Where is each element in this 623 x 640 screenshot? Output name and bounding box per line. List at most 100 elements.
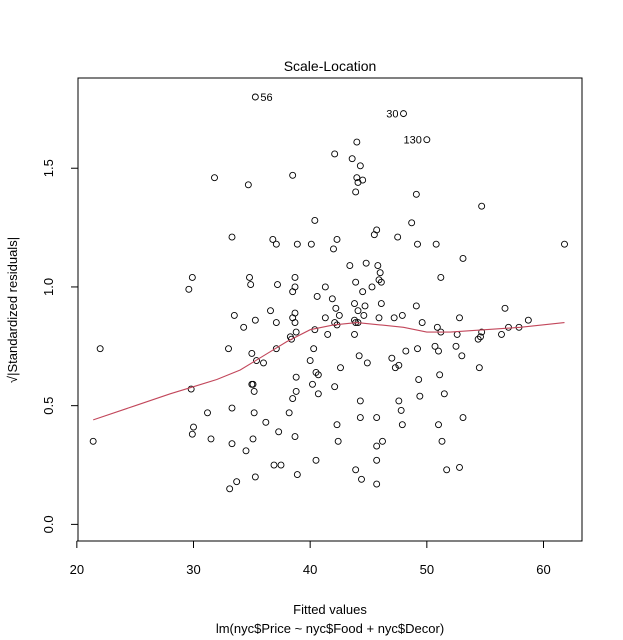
data-point (353, 174, 361, 182)
data-point (244, 181, 252, 189)
data-point (412, 190, 420, 198)
data-point (188, 273, 196, 281)
data-point (246, 273, 253, 281)
data-point (248, 349, 256, 357)
data-point (459, 414, 467, 421)
chart-title: Scale-Location (284, 58, 377, 74)
data-point (346, 262, 354, 270)
data-point (435, 347, 442, 355)
data-point (561, 240, 568, 248)
data-point (272, 319, 280, 327)
data-point (437, 273, 445, 281)
data-point (225, 345, 232, 353)
data-point (204, 409, 211, 417)
data-point (228, 233, 236, 241)
data-point (351, 300, 358, 308)
data-point (414, 240, 421, 248)
data-point (312, 456, 320, 464)
data-point (292, 387, 300, 395)
data-point (353, 138, 361, 146)
data-point (505, 323, 512, 331)
data-point (321, 314, 329, 322)
data-point (373, 442, 381, 450)
data-point (190, 423, 197, 431)
data-point (348, 155, 356, 163)
data-point (477, 333, 484, 341)
data-point (292, 373, 300, 381)
data-point (251, 316, 259, 324)
smooth-line-group (93, 322, 565, 421)
data-point (459, 255, 467, 262)
data-point (395, 361, 403, 369)
data-point (251, 93, 259, 101)
data-point (375, 314, 383, 322)
data-point (331, 319, 339, 327)
data-point (291, 433, 299, 440)
data-point (312, 368, 320, 376)
data-point (432, 240, 440, 248)
point-labels: 56 30 130 (260, 92, 422, 147)
plot-frame (77, 77, 583, 542)
data-point (324, 330, 332, 338)
data-point (363, 359, 371, 367)
data-point (456, 314, 463, 322)
data-point (359, 288, 367, 296)
data-point (285, 409, 293, 417)
data-point (358, 475, 365, 483)
data-point (501, 304, 509, 312)
data-point (352, 188, 360, 196)
data-point (314, 390, 322, 398)
y-axis-label: √|Standardized residuals| (5, 237, 20, 383)
x-axis: 20 30 40 50 60 (70, 540, 551, 577)
data-point (362, 259, 370, 267)
x-tick-label: 40 (303, 562, 317, 577)
data-point (291, 283, 299, 291)
data-point (377, 278, 385, 286)
data-points (89, 93, 568, 493)
data-point (458, 352, 466, 360)
data-point (274, 281, 281, 289)
data-point (356, 162, 364, 170)
data-point (360, 311, 368, 319)
data-point (440, 390, 448, 398)
data-point (390, 314, 398, 322)
data-point (291, 273, 299, 281)
data-point (96, 345, 104, 353)
data-point (309, 380, 316, 388)
data-point (331, 383, 339, 391)
data-point (416, 392, 424, 400)
data-point (377, 300, 385, 308)
data-point (249, 380, 257, 388)
data-point (398, 311, 406, 319)
data-point (211, 174, 218, 182)
data-point (379, 437, 386, 445)
data-point (307, 240, 315, 248)
data-point (250, 387, 258, 395)
data-point (267, 307, 274, 315)
data-point (355, 352, 363, 360)
data-point (228, 440, 236, 448)
data-point (361, 302, 369, 310)
y-tick-label: 0.0 (41, 515, 56, 533)
data-point (408, 219, 416, 227)
data-point (478, 202, 486, 210)
data-point (293, 240, 301, 248)
data-point (228, 404, 236, 412)
chart-subtitle: lm(nyc$Price ~ nyc$Food + nyc$Decor) (216, 621, 444, 636)
data-point (291, 319, 299, 327)
data-point (375, 276, 383, 284)
data-point (337, 364, 344, 372)
data-point (436, 371, 444, 379)
data-point (230, 311, 238, 319)
data-point (376, 269, 384, 277)
data-point (373, 414, 381, 421)
data-point (443, 466, 451, 474)
data-point (226, 485, 234, 493)
data-point (435, 421, 442, 429)
data-point (438, 437, 446, 445)
data-point (313, 292, 321, 300)
data-point (249, 435, 257, 443)
point-label: 30 (386, 109, 398, 121)
data-point (272, 345, 280, 353)
